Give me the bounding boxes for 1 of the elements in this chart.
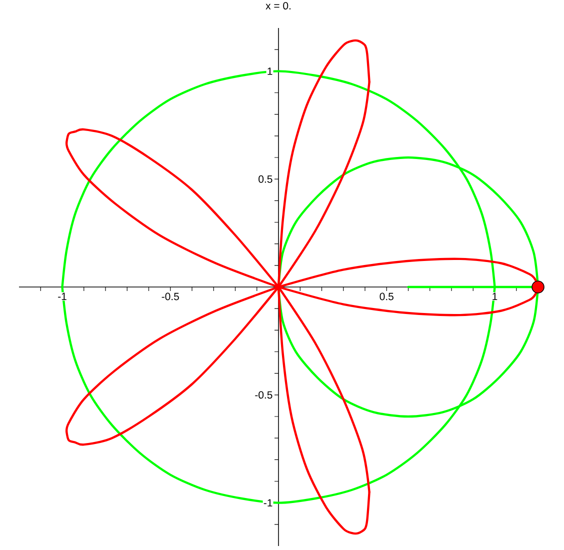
chart-title: x = 0. xyxy=(266,2,290,10)
